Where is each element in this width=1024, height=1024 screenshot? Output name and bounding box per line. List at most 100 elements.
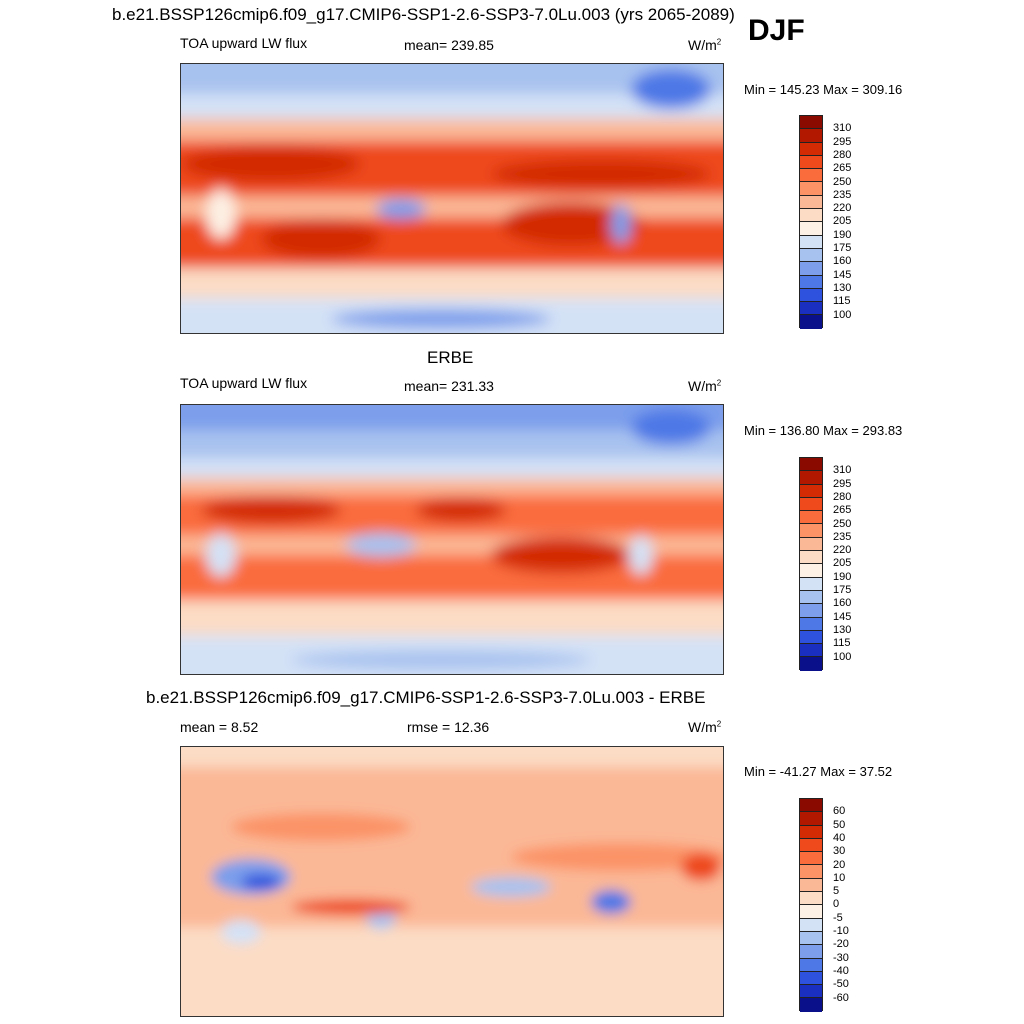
panel-2-colorbar-swatch	[800, 577, 822, 591]
colorbar-tick-label: 160	[833, 597, 852, 610]
panel-2-colorbar-swatch	[800, 657, 822, 671]
panel-2-colorbar-swatch	[800, 630, 822, 645]
colorbar-tick-label: -60	[833, 991, 849, 1004]
panel-1-title: b.e21.BSSP126cmip6.f09_g17.CMIP6-SSP1-2.…	[112, 5, 735, 24]
panel-1-colorbar-swatch	[800, 195, 822, 210]
colorbar-tick-label: 250	[833, 517, 852, 530]
colorbar-tick-label: 220	[833, 202, 852, 215]
panel-1-colorbar-swatch	[800, 248, 822, 263]
panel-1-colorbar-swatch	[800, 302, 822, 316]
panel-2-colorbar-swatch	[800, 551, 822, 565]
panel-3-colorbar-swatch	[800, 985, 822, 999]
panel-2-minmax: Min = 136.80 Max = 293.83	[744, 423, 903, 438]
panel-3-colorbar-swatch	[800, 812, 822, 826]
panel-1-colorbar	[799, 115, 823, 329]
colorbar-tick-label: 175	[833, 584, 852, 596]
panel-2-map	[180, 404, 724, 675]
colorbar-tick-label: -40	[833, 964, 849, 977]
colorbar-tick-label: 145	[833, 610, 852, 623]
colorbar-tick-label: 265	[833, 162, 852, 175]
panel-3-map	[180, 746, 724, 1017]
panel-1-colorbar-swatch	[800, 142, 822, 156]
panel-3-title: b.e21.BSSP126cmip6.f09_g17.CMIP6-SSP1-2.…	[146, 688, 706, 707]
colorbar-tick-label: 280	[833, 148, 852, 161]
panel-1-colorbar-swatch	[800, 169, 822, 183]
panel-2-title: ERBE	[427, 348, 474, 367]
colorbar-tick-label: -30	[833, 951, 849, 964]
panel-1-colorbar-swatch	[800, 182, 822, 196]
colorbar-tick-label: 5	[833, 885, 840, 898]
colorbar-tick-label: 10	[833, 871, 846, 884]
panel-3-rmse-label: rmse = 12.36	[407, 719, 490, 735]
panel-3-units: W/m2	[688, 719, 722, 735]
colorbar-tick-label: -50	[833, 978, 849, 991]
colorbar-tick-label: 60	[833, 805, 846, 818]
colorbar-tick-label: 250	[833, 175, 852, 188]
panel-1-units: W/m2	[688, 37, 722, 53]
panel-3-colorbar-swatch	[800, 945, 822, 959]
panel-2-colorbar-swatch	[800, 511, 822, 525]
colorbar-tick-label: 190	[833, 570, 852, 583]
colorbar-tick-label: 145	[833, 268, 852, 281]
colorbar-tick-label: 130	[833, 281, 852, 294]
panel-1-variable-label: TOA upward LW flux	[180, 35, 308, 51]
colorbar-tick-label: 0	[833, 898, 840, 911]
colorbar-tick-label: -10	[833, 925, 849, 937]
panel-2-colorbar-swatch	[800, 564, 822, 578]
colorbar-tick-label: 115	[833, 637, 851, 650]
colorbar-tick-label: 280	[833, 490, 852, 503]
panel-3-colorbar-swatch	[800, 878, 822, 893]
season-label: DJF	[748, 14, 805, 47]
panel-3-colorbar-swatch	[800, 971, 822, 986]
panel-1-minmax: Min = 145.23 Max = 309.16	[744, 82, 903, 97]
colorbar-tick-label: 175	[833, 242, 852, 254]
panel-3-colorbar-swatch	[800, 905, 822, 919]
colorbar-tick-label: 295	[833, 477, 852, 490]
colorbar-tick-label: 100	[833, 308, 852, 321]
colorbar-tick-label: 310	[833, 464, 852, 477]
colorbar-tick-label: 220	[833, 544, 852, 557]
panel-3-colorbar-swatch	[800, 865, 822, 879]
panel-1-colorbar-swatch	[800, 209, 822, 223]
colorbar-tick-label: 235	[833, 188, 852, 201]
panel-2-colorbar-swatch	[800, 497, 822, 512]
panel-2-colorbar-swatch	[800, 471, 822, 485]
colorbar-tick-label: 30	[833, 845, 846, 858]
panel-3-colorbar-swatch	[800, 931, 822, 946]
colorbar-tick-label: 160	[833, 255, 852, 268]
panel-1-colorbar-swatch	[800, 262, 822, 276]
panel-2-colorbar-swatch	[800, 537, 822, 552]
panel-1-colorbar-swatch	[800, 275, 822, 289]
colorbar-tick-label: 310	[833, 122, 852, 135]
panel-2-colorbar-swatch	[800, 484, 822, 498]
panel-1-colorbar-swatch	[800, 222, 822, 236]
panel-3-colorbar-swatch	[800, 958, 822, 972]
panel-1-mean-label: mean= 239.85	[404, 37, 494, 53]
colorbar-tick-label: 130	[833, 623, 852, 636]
colorbar-tick-label: 205	[833, 557, 852, 570]
colorbar-tick-label: 265	[833, 504, 852, 517]
colorbar-tick-label: 190	[833, 228, 852, 241]
colorbar-tick-label: -5	[833, 911, 843, 924]
panel-3-mean-label: mean = 8.52	[180, 719, 259, 735]
panel-3-minmax: Min = -41.27 Max = 37.52	[744, 764, 893, 779]
panel-1-colorbar-swatch	[800, 155, 822, 170]
colorbar-tick-label: 40	[833, 831, 846, 844]
colorbar-tick-label: 205	[833, 215, 852, 228]
panel-2-colorbar-swatch	[800, 590, 822, 605]
colorbar-tick-label: 295	[833, 135, 852, 148]
panel-1-colorbar-swatch	[800, 315, 822, 329]
panel-2-mean-label: mean= 231.33	[404, 378, 494, 394]
panel-3-colorbar-swatch	[800, 825, 822, 839]
panel-3-colorbar	[799, 798, 823, 1012]
panel-3-colorbar-swatch	[800, 838, 822, 853]
panel-2-units: W/m2	[688, 378, 722, 394]
panel-1-colorbar-swatch	[800, 116, 822, 130]
colorbar-tick-label: 20	[833, 858, 846, 871]
colorbar-tick-label: 235	[833, 530, 852, 543]
panel-2-colorbar-swatch	[800, 524, 822, 538]
panel-2-variable-label: TOA upward LW flux	[180, 375, 308, 391]
panel-3-colorbar-swatch	[800, 852, 822, 866]
colorbar-tick-label: 50	[833, 818, 846, 831]
panel-3-colorbar-swatch	[800, 799, 822, 813]
